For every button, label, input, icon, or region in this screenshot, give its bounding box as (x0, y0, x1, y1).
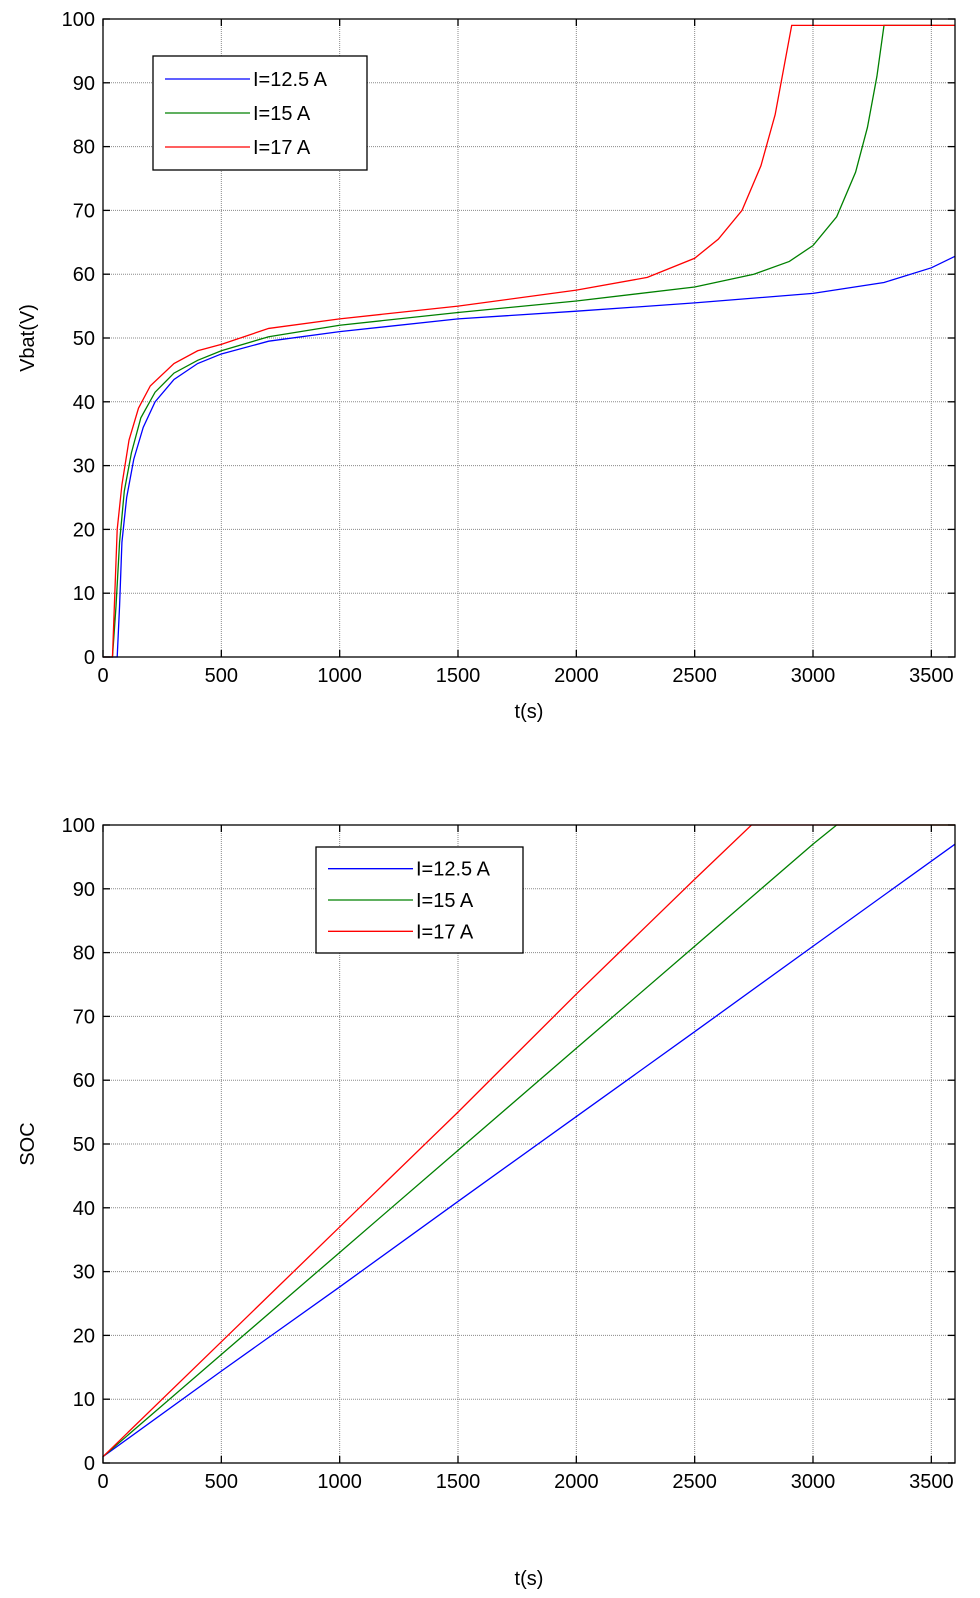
chart-1: 0 500 1000 1500 2000 2500 3000 3500 0 10 20 30 40 50 6… (17, 9, 956, 723)
y-tick-label: 40 (73, 392, 95, 414)
legend: I=12.5 A I=15 A I=17 A (315, 846, 524, 954)
x-tick-label: 0 (97, 1471, 108, 1493)
y-tick-label: 20 (73, 1325, 95, 1347)
series-line-3 (103, 824, 955, 1458)
y-tick-label: 0 (84, 1453, 95, 1475)
legend-label-1: I=12.5 A (416, 859, 491, 881)
y-tick-label: 80 (73, 137, 95, 159)
y-tick-label: 80 (73, 943, 95, 965)
series-line-2 (103, 824, 955, 1458)
y-axis-label: SOC (17, 1122, 39, 1165)
x-tick-label: 2500 (672, 1471, 717, 1493)
y-tick-label: 0 (84, 647, 95, 669)
y-tick-label: 60 (73, 264, 95, 286)
x-axis-label: t(s) (515, 701, 544, 723)
x-tick-label: 500 (205, 1471, 238, 1493)
y-tick-label: 100 (62, 9, 95, 31)
y-tick-label: 90 (73, 73, 95, 95)
legend-label-3: I=17 A (253, 137, 311, 159)
x-tick-label: 2000 (554, 1471, 599, 1493)
y-tick-label: 70 (73, 1006, 95, 1028)
series-line-2 (103, 24, 955, 658)
x-tick-label: 1000 (317, 1471, 362, 1493)
y-tick-label: 40 (73, 1198, 95, 1220)
y-tick-label: 50 (73, 328, 95, 350)
x-tick-label: 2000 (554, 665, 599, 687)
x-tick-label: 2500 (672, 665, 717, 687)
x-tick-label: 3500 (909, 665, 954, 687)
y-tick-label: 50 (73, 1134, 95, 1156)
x-tick-label: 3000 (791, 1471, 836, 1493)
legend-label-1: I=12.5 A (253, 69, 328, 91)
legend: I=12.5 A I=15 A I=17 A (152, 55, 368, 171)
legend-label-3: I=17 A (416, 921, 474, 943)
series-line-1 (103, 843, 955, 1458)
x-tick-label: 0 (97, 665, 108, 687)
legend-label-2: I=15 A (416, 890, 474, 912)
y-tick-label: 70 (73, 200, 95, 222)
y-tick-label: 30 (73, 1262, 95, 1284)
y-tick-label: 10 (73, 1389, 95, 1411)
y-tick-label: 90 (73, 879, 95, 901)
x-tick-label: 1000 (317, 665, 362, 687)
series-line-3 (103, 24, 955, 658)
x-tick-label: 1500 (436, 665, 481, 687)
series-line-1 (103, 255, 955, 658)
x-tick-label: 1500 (436, 1471, 481, 1493)
x-tick-label: 3500 (909, 1471, 954, 1493)
y-axis-label: Vbat(V) (17, 304, 39, 372)
x-axis-label: t(s) (515, 1568, 544, 1590)
y-tick-label: 100 (62, 815, 95, 837)
y-tick-label: 30 (73, 456, 95, 478)
y-tick-label: 20 (73, 519, 95, 541)
x-tick-label: 500 (205, 665, 238, 687)
chart-2: 0 500 1000 1500 2000 2500 3000 3500 0 10 20 30 40 50 6… (17, 815, 956, 1590)
x-tick-label: 3000 (791, 665, 836, 687)
y-tick-label: 10 (73, 583, 95, 605)
y-tick-label: 60 (73, 1070, 95, 1092)
legend-label-2: I=15 A (253, 103, 311, 125)
